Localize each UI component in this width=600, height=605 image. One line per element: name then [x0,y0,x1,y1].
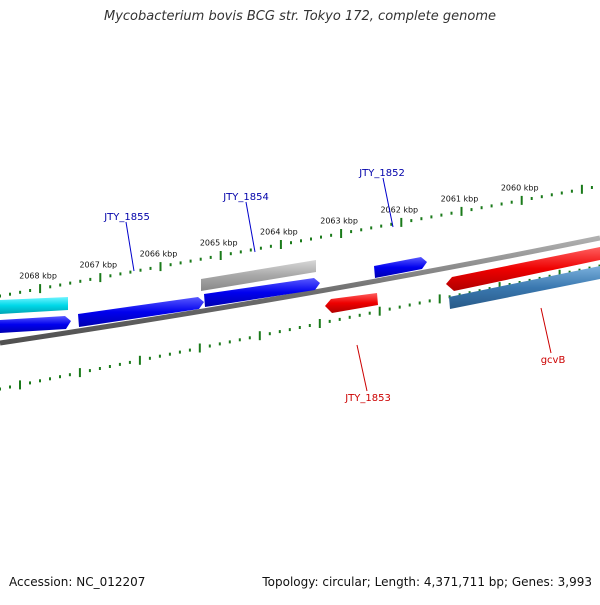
genome-backbone [0,235,600,346]
feature-grey[interactable] [201,260,316,291]
summary-text: Topology: circular; Length: 4,371,711 bp… [262,575,592,589]
gene-jty-1854[interactable] [204,278,320,307]
gene-jty-1852[interactable] [374,257,427,278]
tick-label: 2068 kbp [19,272,57,281]
accession-text: Accession: NC_012207 [9,575,146,589]
tick-label: 2064 kbp [260,228,298,237]
tick-label: 2061 kbp [441,194,479,203]
tick-label: 2060 kbp [501,183,539,192]
label-jty-1854: JTY_1854 [222,192,269,203]
label-jty-1855: JTY_1855 [103,212,150,223]
leader-jty-1853 [356,344,368,392]
feature-cyan[interactable] [0,297,68,314]
tick-label: 2066 kbp [140,250,178,259]
leader-jty-1854 [245,201,256,253]
tick-label: 2063 kbp [320,217,358,226]
feature-gcvb[interactable] [449,266,600,309]
gene-reverse-2[interactable] [446,247,600,291]
leader-jty-1855 [125,221,135,272]
label-gcvb: gcvB [541,355,566,366]
lower-tick-track [0,264,600,391]
gene-jty-1855[interactable] [78,297,204,327]
gene-jty-1853[interactable] [325,293,378,313]
gene-forward-1[interactable] [0,316,71,333]
leader-jty-1852 [382,177,394,228]
tick-label: 2065 kbp [200,239,238,248]
map-title: Mycobacterium bovis BCG str. Tokyo 172, … [104,9,496,24]
label-jty-1853: JTY_1853 [344,393,391,404]
leader-gcvb [540,307,552,354]
label-jty-1852: JTY_1852 [358,168,405,179]
upper-tick-track: 2068 kbp 2067 kbp 2066 kbp 2065 kbp 2064 kbp… [0,183,593,298]
tick-label: 2062 kbp [380,205,418,214]
tick-label: 2067 kbp [79,261,117,270]
